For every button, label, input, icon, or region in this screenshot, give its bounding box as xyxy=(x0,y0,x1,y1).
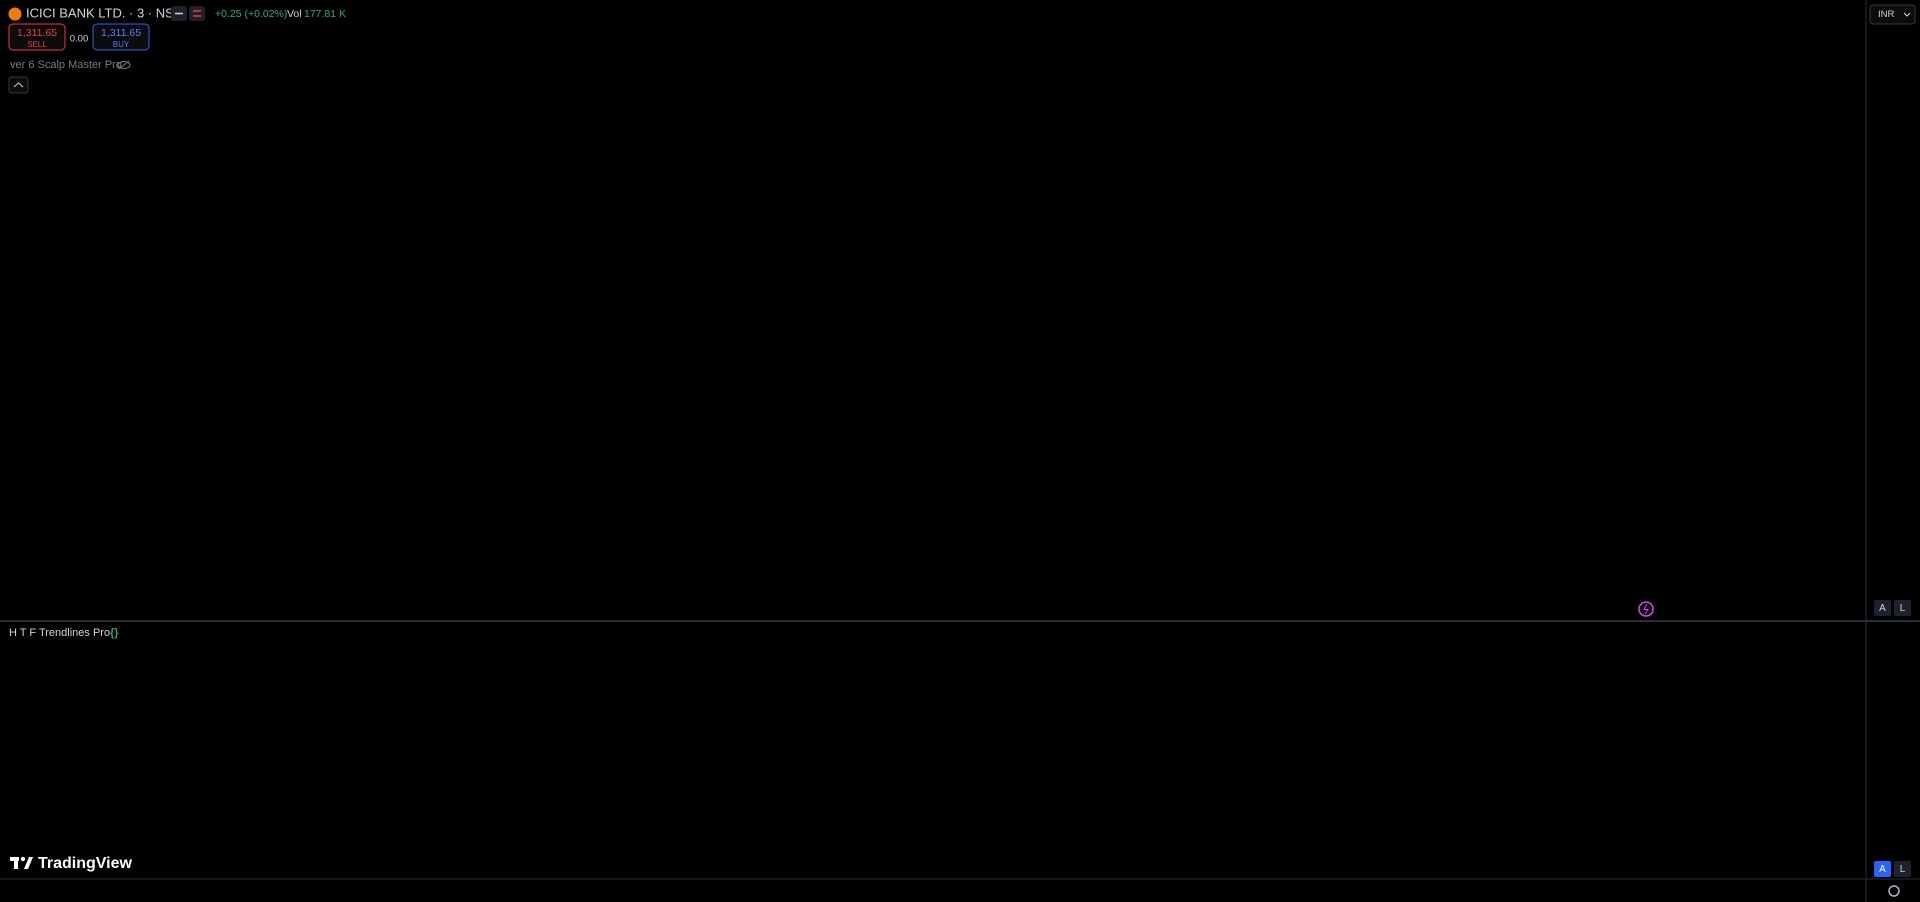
source-icon[interactable]: {} xyxy=(110,627,119,639)
auto-scale: A xyxy=(1879,603,1886,614)
indicator-name[interactable]: ver 6 Scalp Master Pro xyxy=(10,59,122,71)
vol: 177.81 K xyxy=(304,8,346,20)
logo-mark xyxy=(24,857,33,869)
settings-button[interactable] xyxy=(1888,885,1900,897)
currency: INR xyxy=(1878,9,1895,20)
buy-price: 1,311.65 xyxy=(101,27,141,39)
log-scale: L xyxy=(1900,603,1906,614)
buy-label: BUY xyxy=(113,40,130,49)
collapse-legend[interactable] xyxy=(8,76,29,94)
change: +0.25 (+0.02%) xyxy=(215,8,287,20)
indicator-title[interactable]: H T F Trendlines Pro xyxy=(9,627,110,639)
log-scale-button[interactable] xyxy=(1894,600,1911,616)
currency-select[interactable] xyxy=(1869,4,1916,25)
logo[interactable]: TradingView xyxy=(38,855,133,872)
symbol[interactable]: ICICI BANK LTD. · 3 · NSE xyxy=(26,5,183,20)
auto-scale-button[interactable] xyxy=(1874,600,1891,616)
logo-mark xyxy=(14,857,18,869)
symbol-logo xyxy=(8,7,22,21)
sell-button[interactable] xyxy=(8,23,66,51)
spread: 0.00 xyxy=(70,34,89,45)
auto-scale-button[interactable] xyxy=(1874,861,1891,877)
log-scale: L xyxy=(1900,864,1906,875)
menu-button[interactable] xyxy=(189,6,205,21)
icon xyxy=(1903,12,1911,17)
visibility-icon[interactable] xyxy=(117,61,131,69)
sell-label: SELL xyxy=(27,40,47,49)
sell-price: 1,311.65 xyxy=(17,27,57,39)
auto-scale: A xyxy=(1879,864,1886,875)
icon xyxy=(1643,603,1649,615)
icon xyxy=(13,82,24,88)
logo-mark xyxy=(20,856,26,862)
log-scale-button[interactable] xyxy=(1894,861,1911,877)
alert-icon[interactable] xyxy=(1638,601,1654,617)
vol-label: Vol xyxy=(287,8,302,20)
icon xyxy=(118,60,130,70)
buy-button[interactable] xyxy=(92,23,150,51)
